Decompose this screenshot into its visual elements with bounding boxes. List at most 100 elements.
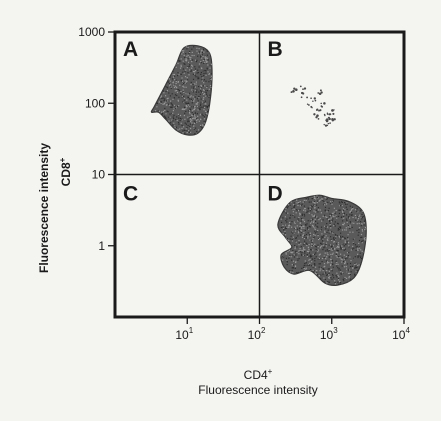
population-speckle: [203, 93, 205, 95]
population-speckle: [324, 246, 326, 248]
population-speckle: [188, 130, 190, 132]
population-speckle: [354, 273, 356, 275]
population-speckle: [347, 269, 349, 271]
population-speckle: [346, 277, 348, 279]
population-speckle: [197, 72, 199, 74]
population-speckle: [281, 269, 283, 271]
population-speckle: [160, 65, 162, 67]
population-speckle: [295, 254, 297, 256]
population-speckle: [297, 276, 299, 278]
population-speckle: [152, 81, 154, 83]
population-speckle: [209, 48, 211, 50]
population-speckle: [289, 285, 291, 286]
population-speckle: [318, 281, 320, 283]
population-speckle: [202, 55, 204, 57]
population-speckle: [334, 281, 336, 284]
population-speckle: [336, 217, 338, 219]
population-speckle: [190, 70, 192, 72]
population-speckle: [303, 237, 306, 239]
population-speckle: [193, 86, 195, 88]
population-speckle: [337, 278, 340, 280]
population-speckle: [292, 266, 294, 269]
population-speckle: [341, 201, 343, 203]
population-speckle: [318, 237, 320, 240]
population-speckle: [205, 60, 207, 62]
population-speckle: [208, 73, 210, 75]
population-speckle: [209, 78, 211, 80]
population-speckle: [162, 78, 164, 80]
population-speckle: [194, 111, 196, 113]
population-speckle: [360, 241, 362, 244]
population-speckle: [161, 111, 163, 113]
population-speckle: [177, 121, 180, 124]
population-speckle: [201, 113, 203, 115]
population-speckle: [320, 246, 322, 248]
population-speckle: [165, 95, 167, 97]
population-speckle: [313, 204, 315, 206]
population-speckle: [349, 226, 351, 228]
population-speckle: [322, 236, 324, 238]
population-speckle: [352, 245, 354, 247]
population-speckle: [279, 263, 281, 265]
population-speckle: [169, 70, 171, 72]
population-speckle: [333, 241, 335, 243]
population-speckle: [155, 70, 157, 72]
population-speckle: [185, 110, 187, 112]
population-speckle: [322, 215, 324, 217]
population-speckle: [192, 83, 194, 86]
population-speckle: [199, 93, 201, 95]
population-speckle: [210, 121, 212, 123]
y-axis-label-sup: +: [58, 157, 67, 162]
population-speckle: [209, 107, 211, 109]
population-speckle: [357, 265, 359, 267]
population-speckle: [154, 114, 156, 116]
population-speckle: [325, 258, 327, 260]
population-speckle: [336, 246, 338, 249]
population-speckle: [326, 282, 328, 284]
population-speckle: [193, 83, 195, 85]
population-speckle: [200, 88, 202, 90]
population-speckle: [310, 254, 312, 256]
population-speckle: [360, 271, 362, 273]
population-speckle: [280, 218, 282, 220]
population-speckle: [331, 259, 333, 261]
population-speckle: [324, 230, 326, 232]
population-speckle: [154, 114, 156, 116]
population-speckle: [332, 215, 334, 217]
population-speckle: [303, 250, 306, 252]
population-speckle: [321, 257, 324, 260]
population-speckle: [289, 238, 291, 240]
population-speckle: [183, 106, 186, 108]
population-speckle: [205, 90, 207, 92]
population-speckle: [305, 243, 307, 245]
population-speckle: [337, 229, 339, 231]
population-speckle: [321, 233, 323, 235]
population-speckle: [284, 244, 286, 246]
population-speckle: [154, 71, 156, 73]
population-speckle: [294, 275, 296, 277]
population-speckle: [307, 273, 309, 276]
population-speckle: [158, 53, 160, 55]
population-speckle: [363, 200, 365, 202]
population-speckle: [278, 239, 280, 241]
population-speckle: [295, 252, 297, 254]
population-speckle: [304, 263, 306, 265]
population-speckle: [299, 279, 301, 281]
population-speckle: [209, 54, 211, 56]
population-speckle: [178, 60, 180, 62]
population-speckle: [286, 277, 288, 279]
population-speckle: [298, 284, 300, 286]
population-speckle: [152, 134, 154, 136]
population-speckle: [208, 104, 210, 106]
population-speckle: [344, 262, 346, 264]
population-speckle: [161, 52, 163, 54]
population-speckle: [280, 242, 282, 244]
population-speckle: [346, 221, 348, 223]
population-speckle: [327, 250, 329, 252]
population-speckle: [284, 232, 286, 234]
population-speckle: [356, 284, 358, 286]
population-speckle: [192, 109, 194, 111]
population-speckle: [196, 72, 198, 74]
population-speckle: [340, 247, 342, 249]
population-speckle: [358, 222, 360, 225]
